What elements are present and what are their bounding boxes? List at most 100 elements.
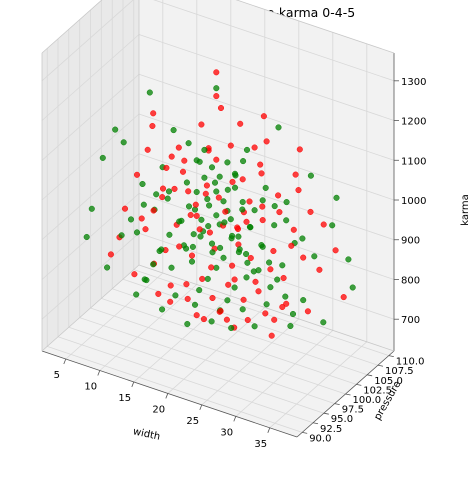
data-point-green	[345, 256, 352, 263]
data-point-green	[141, 276, 148, 283]
data-point-red	[267, 266, 274, 273]
data-point-green	[216, 173, 223, 180]
data-point-green	[185, 203, 193, 210]
data-point-green	[166, 231, 173, 238]
grid-line	[90, 307, 346, 395]
data-point-green	[267, 284, 274, 291]
data-point-red	[290, 226, 297, 233]
data-point-red	[246, 198, 253, 205]
data-point-green	[213, 212, 220, 219]
y-tick-label: 97.5	[342, 405, 364, 416]
data-point-red	[107, 251, 114, 258]
data-point-green	[299, 235, 306, 242]
data-point-green	[209, 249, 216, 256]
grid-line	[41, 0, 134, 82]
data-point-green	[213, 85, 220, 92]
data-point-red	[171, 185, 178, 192]
grid-line	[41, 153, 140, 240]
data-point-red	[296, 146, 303, 153]
data-point-red	[203, 182, 210, 189]
data-point-green	[243, 146, 251, 153]
data-point-red	[208, 264, 215, 271]
data-point-green	[283, 217, 290, 224]
data-point-green	[197, 233, 204, 240]
data-point-green	[271, 222, 278, 229]
data-point-green	[127, 216, 135, 223]
data-point-green	[190, 231, 197, 238]
data-point-green	[164, 195, 171, 202]
data-point-red	[263, 138, 270, 145]
data-point-green	[159, 306, 166, 313]
data-point-green	[229, 232, 236, 239]
data-point-red	[237, 120, 244, 127]
grid-line	[41, 113, 140, 201]
data-point-red	[183, 281, 190, 288]
data-point-red	[131, 271, 138, 278]
x-tick-mark	[131, 381, 135, 388]
grid-line	[138, 34, 395, 121]
data-point-red	[258, 170, 265, 177]
data-point-green	[201, 146, 208, 153]
data-points	[83, 69, 356, 339]
data-point-red	[271, 316, 278, 323]
data-point-green	[204, 196, 211, 203]
data-point-green	[239, 206, 246, 213]
grid-lines	[41, 0, 395, 433]
data-point-green	[201, 174, 208, 181]
data-point-red	[144, 146, 151, 153]
data-point-green	[300, 297, 307, 304]
data-point-green	[246, 223, 253, 230]
data-point-green	[251, 207, 258, 214]
axis-panes	[42, 0, 394, 437]
x-tick-mark	[165, 393, 169, 399]
y-tick-label: 107.5	[385, 366, 414, 377]
data-point-red	[239, 176, 246, 183]
data-point-green	[205, 223, 212, 230]
grid-line	[138, 113, 395, 201]
data-point-red	[193, 212, 200, 219]
grid-line	[68, 326, 324, 414]
data-point-green	[208, 318, 215, 325]
data-point-green	[83, 233, 90, 241]
data-point-red	[244, 316, 251, 324]
data-point-green	[88, 205, 95, 212]
x-tick-label: 15	[118, 393, 131, 404]
data-point-green	[320, 319, 327, 326]
data-point-green	[184, 320, 191, 328]
grid-line	[138, 193, 395, 280]
grid-line	[153, 0, 395, 82]
data-point-red	[257, 161, 264, 168]
grid-line	[41, 74, 140, 161]
data-point-red	[167, 282, 174, 289]
data-point-green	[307, 172, 314, 179]
data-point-green	[193, 157, 200, 164]
data-point-red	[320, 221, 327, 228]
data-point-green	[279, 262, 286, 269]
data-point-red	[223, 316, 230, 323]
data-point-green	[287, 322, 294, 330]
data-point-red	[283, 300, 290, 307]
data-point-red	[279, 303, 286, 311]
data-point-green	[133, 229, 141, 236]
data-point-green	[196, 287, 203, 294]
data-point-red	[187, 211, 194, 219]
data-point-green	[224, 159, 231, 166]
data-point-green	[217, 244, 224, 251]
grid-line	[79, 317, 335, 404]
data-point-red	[288, 242, 295, 249]
data-point-red	[340, 294, 347, 301]
data-point-red	[252, 278, 259, 285]
data-point-green	[239, 198, 246, 206]
data-point-red	[121, 205, 129, 212]
data-point-red	[209, 294, 216, 302]
data-point-green	[206, 202, 213, 209]
data-point-red	[213, 156, 220, 163]
y-tick-label: 90.0	[309, 433, 331, 444]
data-point-red	[215, 194, 222, 201]
z-tick-label: 800	[401, 276, 420, 287]
data-point-red	[268, 332, 275, 339]
data-point-red	[240, 296, 247, 303]
data-point-red	[243, 218, 250, 225]
x-tick-mark	[233, 416, 237, 422]
